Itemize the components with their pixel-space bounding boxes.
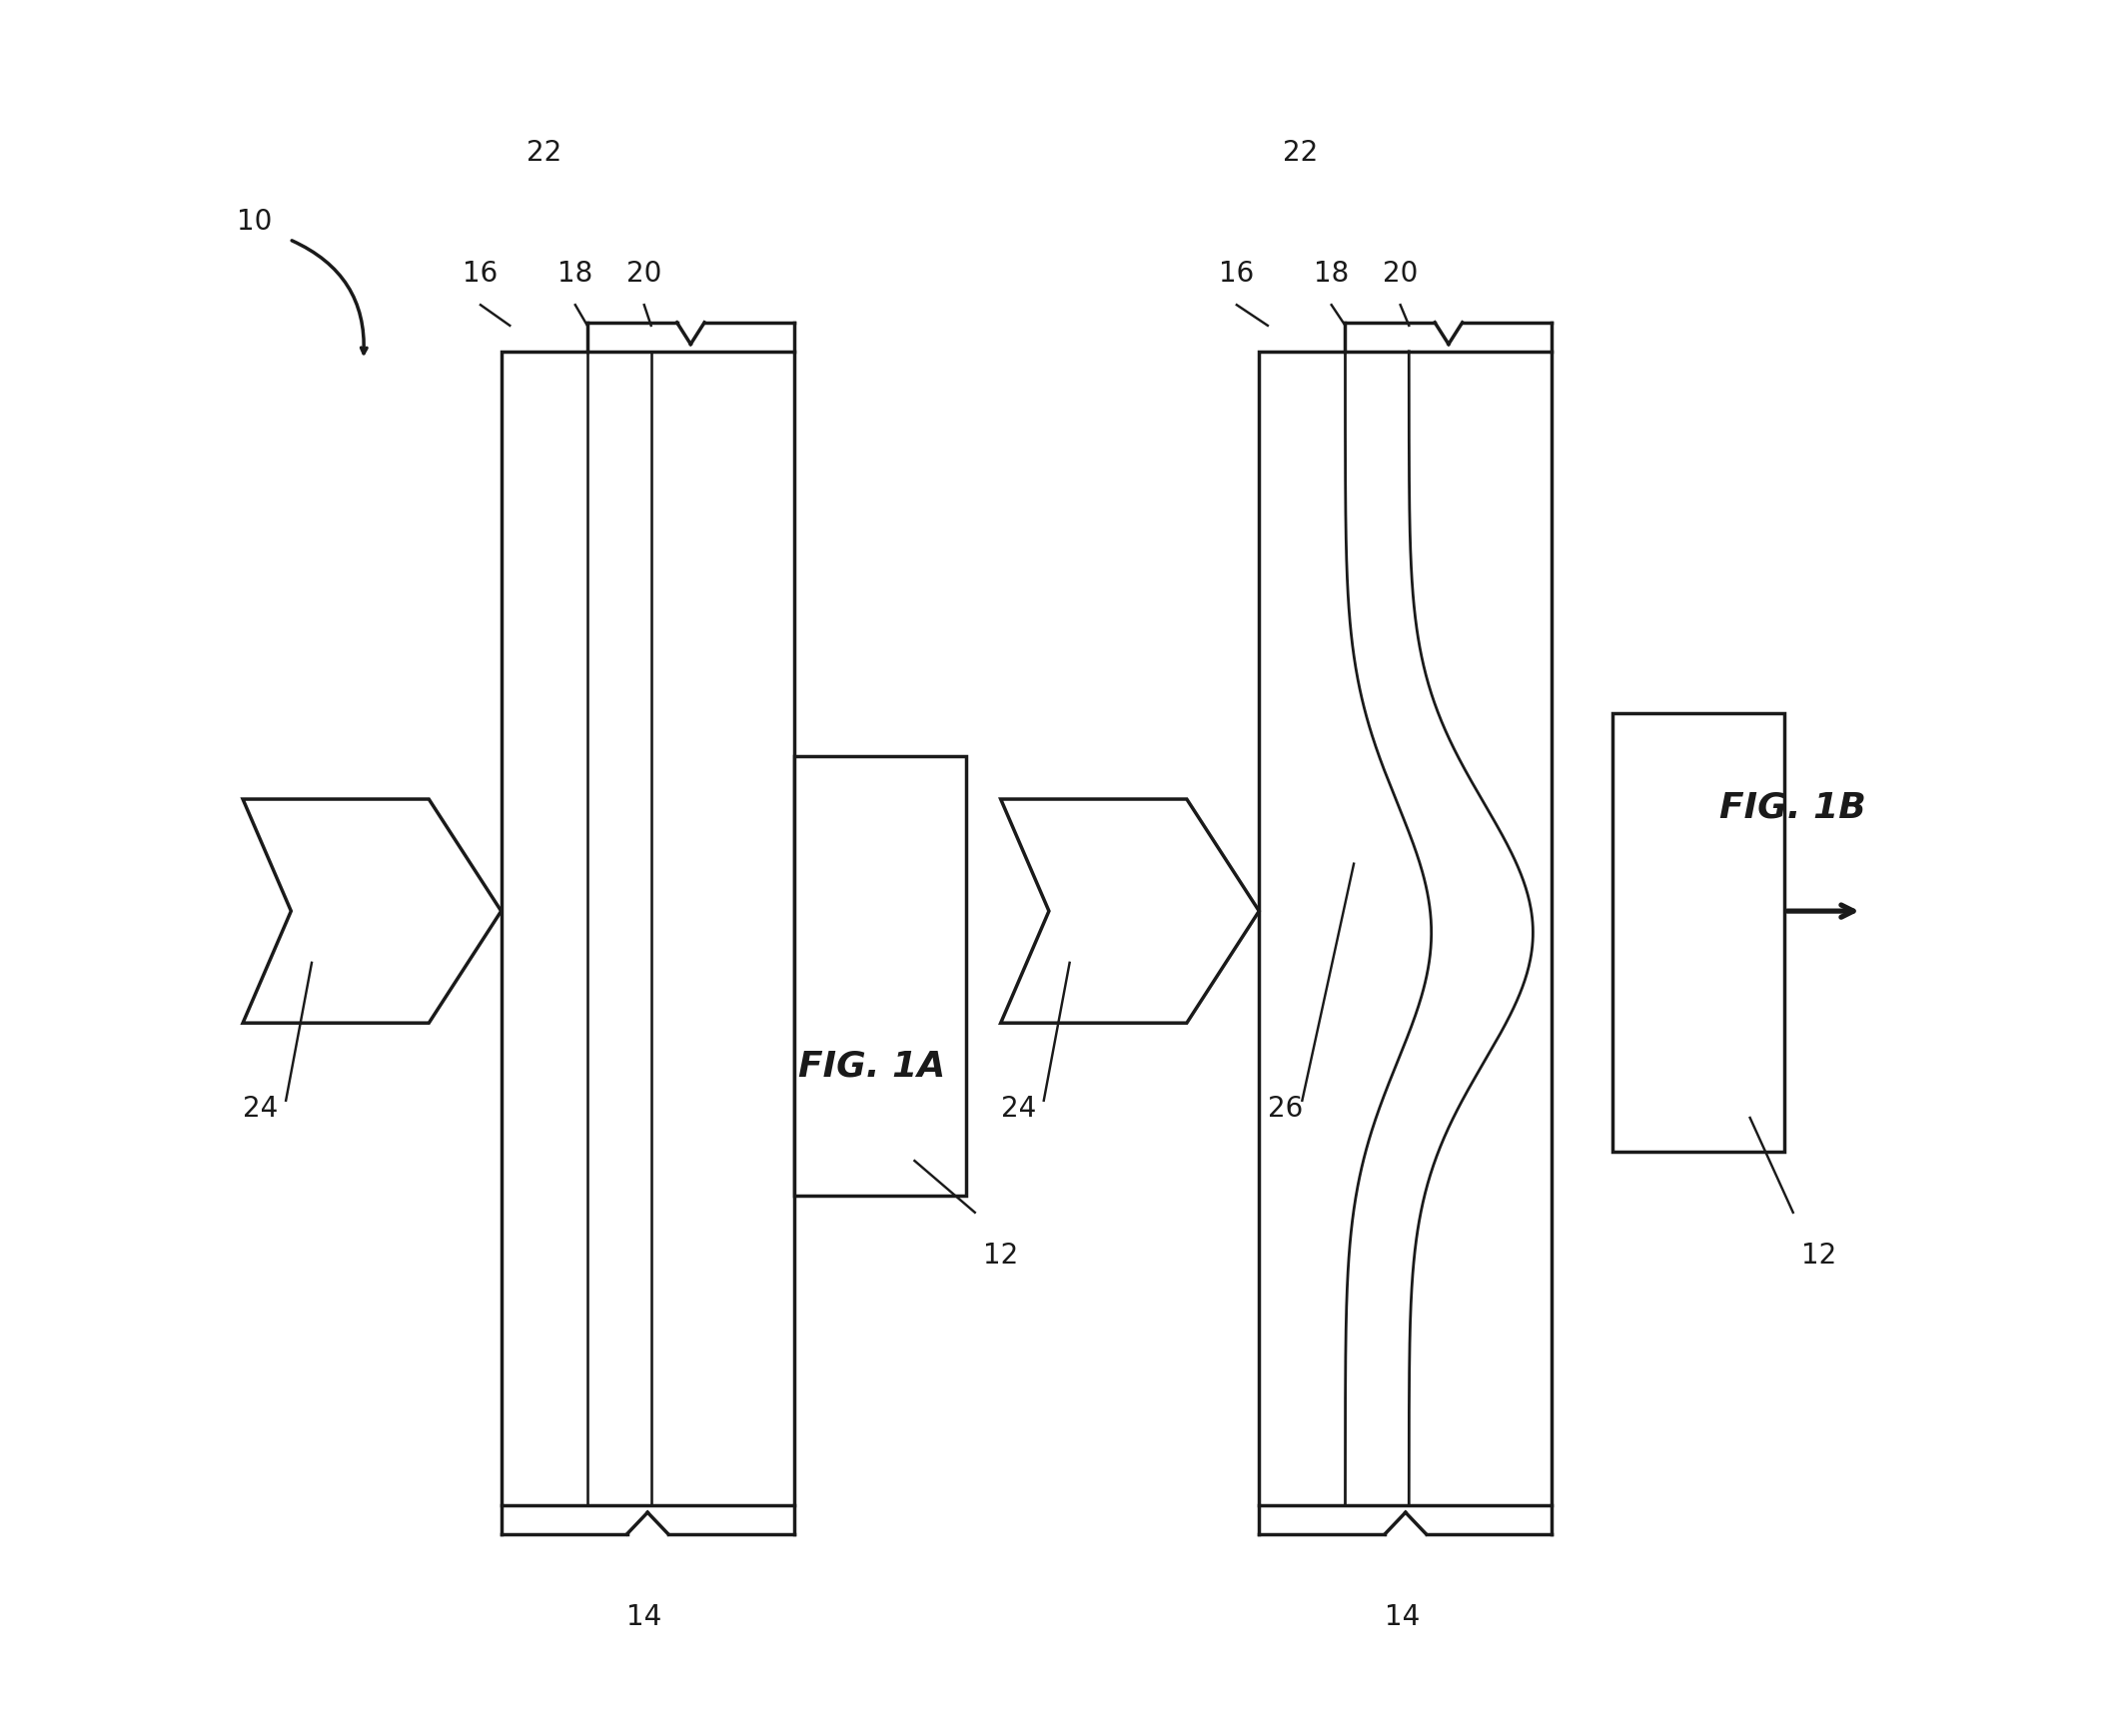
Polygon shape [794,757,966,1194]
Polygon shape [1613,713,1785,1153]
Polygon shape [501,351,794,1505]
Text: 16: 16 [463,260,499,288]
Text: 18: 18 [558,260,592,288]
Polygon shape [1258,351,1551,1505]
Text: 24: 24 [242,1095,278,1123]
Text: 20: 20 [626,260,662,288]
Polygon shape [242,799,501,1023]
Text: 10: 10 [238,208,272,236]
Text: 14: 14 [626,1602,662,1632]
Text: 14: 14 [1384,1602,1420,1632]
Text: FIG. 1B: FIG. 1B [1719,790,1867,825]
Text: FIG. 1A: FIG. 1A [798,1049,944,1083]
Text: 26: 26 [1267,1095,1303,1123]
Text: 12: 12 [1802,1241,1838,1269]
Text: 22: 22 [1284,139,1318,167]
Text: 16: 16 [1218,260,1254,288]
Polygon shape [1002,799,1258,1023]
Text: 20: 20 [1384,260,1417,288]
Text: 22: 22 [526,139,562,167]
Text: 18: 18 [1314,260,1350,288]
Text: 12: 12 [982,1241,1019,1269]
Text: 24: 24 [1002,1095,1036,1123]
